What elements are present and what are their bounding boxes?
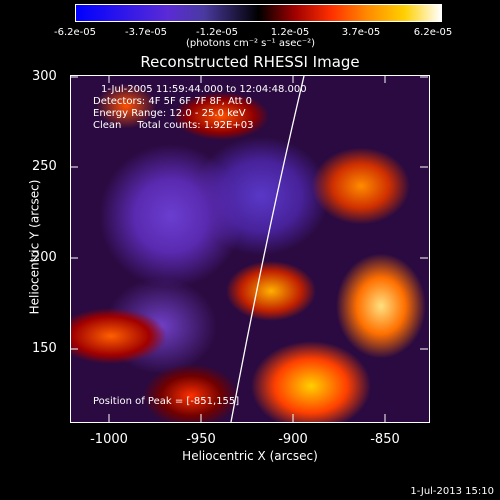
y-tick-label: 250 (32, 159, 57, 174)
colorbar (75, 4, 442, 22)
x-tick-label: -850 (370, 432, 400, 447)
annotation-detectors: Detectors: 4F 5F 6F 7F 8F, Att 0 (93, 96, 253, 107)
colorbar-tick: -6.2e-05 (54, 27, 96, 38)
timestamp: 1-Jul-2013 15:10 (410, 486, 494, 497)
x-tick-label: -950 (186, 432, 216, 447)
limb-line (230, 76, 305, 422)
y-tick-label: 200 (32, 250, 57, 265)
heatmap-plot: 1-Jul-2005 11:59:44.000 to 12:04:48.000 … (70, 75, 430, 423)
colorbar-tick: 6.2e-05 (413, 27, 453, 38)
annotation-counts: Clean Total counts: 1.92E+03 (93, 120, 254, 131)
colorbar-unit: (photons cm⁻² s⁻¹ asec⁻²) (186, 38, 316, 49)
plot-title: Reconstructed RHESSI Image (140, 53, 360, 71)
y-axis-label: Heliocentric Y (arcsec) (27, 179, 42, 315)
x-axis-label: Heliocentric X (arcsec) (182, 449, 318, 463)
x-tick-label: -1000 (90, 432, 128, 447)
colorbar-tick: 1.2e-05 (270, 27, 310, 38)
colorbar-tick: -1.2e-05 (196, 27, 238, 38)
y-tick-label: 150 (32, 341, 57, 356)
annotation-time: 1-Jul-2005 11:59:44.000 to 12:04:48.000 (101, 84, 307, 95)
annotation-energy: Energy Range: 12.0 - 25.0 keV (93, 108, 246, 119)
y-tick-label: 300 (32, 69, 57, 84)
solar-limb-curve (230, 76, 305, 422)
annotation-peak: Position of Peak = [-851,155] (93, 396, 240, 407)
x-tick-label: -900 (278, 432, 308, 447)
colorbar-tick: 3.7e-05 (341, 27, 381, 38)
colorbar-tick: -3.7e-05 (125, 27, 167, 38)
